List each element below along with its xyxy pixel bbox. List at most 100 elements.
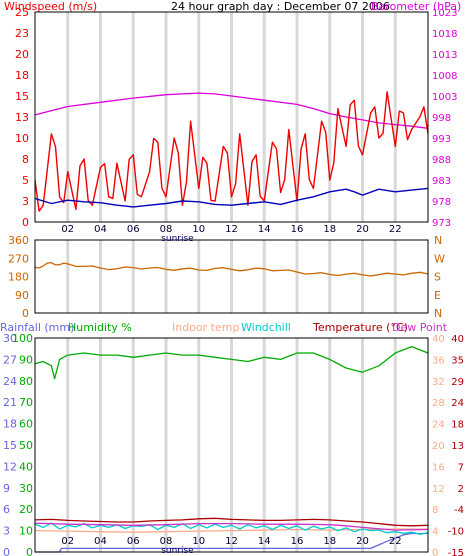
rainfall-line bbox=[35, 532, 428, 553]
rainfall-tick-label: 24 bbox=[3, 375, 17, 388]
x-tick-label: 14 bbox=[258, 224, 271, 235]
grid-band bbox=[164, 12, 168, 222]
rainfall-tick-label: 9 bbox=[3, 482, 10, 495]
temperature-tick-label: 18 bbox=[451, 420, 464, 431]
humidity-line bbox=[34, 345, 429, 380]
wind-tick-label: 23 bbox=[15, 27, 29, 40]
direction-tick-label: 270 bbox=[8, 252, 29, 265]
indoor-temp-tick-label: 24 bbox=[432, 420, 445, 431]
compass-tick-label: W bbox=[434, 252, 445, 265]
barometer-tick-label: 1003 bbox=[432, 92, 457, 103]
wind-tick-label: 8 bbox=[22, 153, 29, 166]
humidity-tick-label: 80 bbox=[19, 375, 33, 388]
indoor-temp-tick-label: 32 bbox=[432, 377, 445, 388]
chart-title: 24 hour graph day : December 07 2006 bbox=[171, 0, 390, 13]
grid-band bbox=[262, 240, 266, 313]
compass-tick-label: S bbox=[434, 271, 441, 284]
indoor-temp-tick-label: 8 bbox=[432, 505, 438, 516]
grid-band bbox=[295, 338, 299, 552]
rainfall-tick-label: 27 bbox=[3, 353, 17, 366]
grid-band bbox=[164, 240, 168, 313]
x-tick-label: 18 bbox=[323, 536, 336, 547]
indoor-temp-tick-label: 20 bbox=[432, 441, 445, 452]
humidity-tick-label: 30 bbox=[19, 482, 33, 495]
barometer-tick-label: 1023 bbox=[432, 8, 457, 19]
grid-band bbox=[393, 338, 397, 552]
grid-band bbox=[295, 240, 299, 313]
grid-band bbox=[197, 12, 201, 222]
x-tick-label: 04 bbox=[94, 536, 107, 547]
indoor-temp-tick-label: 40 bbox=[432, 334, 445, 345]
temperature-tick-label: -10 bbox=[448, 527, 464, 538]
humidity-tick-label: 0 bbox=[26, 546, 33, 556]
wind-tick-label: 18 bbox=[15, 69, 29, 82]
rainfall-tick-label: 18 bbox=[3, 418, 17, 431]
wind-tick-label: 13 bbox=[15, 111, 29, 124]
barometer-tick-label: 1008 bbox=[432, 71, 457, 82]
humidity-tick-label: 90 bbox=[19, 353, 33, 366]
panel-1-border bbox=[34, 11, 429, 223]
barometer-tick-label: 983 bbox=[432, 176, 451, 187]
legend-item-3: Windchill bbox=[241, 321, 291, 334]
grid-band bbox=[197, 240, 201, 313]
grid-band bbox=[361, 12, 364, 222]
barometer-tick-label: 993 bbox=[432, 134, 451, 145]
temperature-tick-label: 40 bbox=[451, 334, 464, 345]
temperature-tick-label: -15 bbox=[448, 548, 464, 556]
rainfall-tick-label: 30 bbox=[3, 332, 17, 345]
wind-tick-label: 20 bbox=[15, 48, 29, 61]
legend-item-0: Rainfall (mm) bbox=[0, 321, 74, 334]
indoor-temp-tick-label: 36 bbox=[432, 355, 445, 366]
x-tick-label: 22 bbox=[389, 536, 402, 547]
wind-tick-label: 15 bbox=[15, 90, 29, 103]
temperature-tick-label: 13 bbox=[451, 441, 464, 452]
grid-band bbox=[262, 12, 266, 222]
direction-tick-label: 180 bbox=[8, 271, 29, 284]
x-tick-label: 08 bbox=[160, 536, 173, 547]
indoor-temp-tick-label: 4 bbox=[432, 527, 438, 538]
rainfall-tick-label: 3 bbox=[3, 525, 10, 538]
barometer-tick-label: 1018 bbox=[432, 29, 457, 40]
x-tick-label: 04 bbox=[94, 224, 107, 235]
panel-3-border bbox=[34, 337, 429, 553]
rainfall-tick-label: 12 bbox=[3, 460, 17, 473]
wind-tick-label: 10 bbox=[15, 132, 29, 145]
humidity-tick-label: 10 bbox=[19, 525, 33, 538]
x-tick-label: 12 bbox=[225, 536, 238, 547]
grid-band bbox=[230, 12, 233, 222]
barometer-tick-label: 998 bbox=[432, 113, 451, 124]
grid-band bbox=[230, 240, 233, 313]
legend-item-1: Humidity % bbox=[68, 321, 132, 334]
dew-point-line bbox=[34, 522, 429, 531]
temperature-tick-label: 7 bbox=[458, 462, 464, 473]
sunrise-label: sunrise bbox=[161, 546, 194, 556]
temperature-tick-label: 35 bbox=[451, 355, 464, 366]
temperature-tick-label: 24 bbox=[451, 398, 464, 409]
humidity-tick-label: 70 bbox=[19, 396, 33, 409]
x-tick-label: 22 bbox=[389, 224, 402, 235]
x-tick-label: 02 bbox=[61, 536, 74, 547]
panel-2-border bbox=[34, 239, 429, 314]
barometer-line bbox=[34, 92, 429, 129]
indoor-temp-tick-label: 28 bbox=[432, 398, 445, 409]
legend-item-2: Indoor temp bbox=[172, 321, 239, 334]
indoor-temp-tick-label: 16 bbox=[432, 462, 445, 473]
x-tick-label: 14 bbox=[258, 536, 271, 547]
temperature-line bbox=[34, 517, 429, 527]
windspeed-axis-title: Windspeed (m/s) bbox=[4, 0, 97, 13]
sunrise-label: sunrise bbox=[161, 234, 194, 244]
barometer-tick-label: 988 bbox=[432, 155, 451, 166]
wind-tick-label: 5 bbox=[22, 174, 29, 187]
wind-tick-label: 0 bbox=[22, 216, 29, 229]
grid-band bbox=[164, 338, 168, 552]
grid-band bbox=[393, 12, 397, 222]
temperature-tick-label: 2 bbox=[458, 484, 464, 495]
grid-band bbox=[361, 338, 364, 552]
grid-band bbox=[393, 240, 397, 313]
grid-band bbox=[99, 338, 102, 552]
legend-item-4: Temperature (°C) bbox=[312, 321, 408, 334]
grid-band bbox=[131, 12, 135, 222]
legend-item-5: Dew Point bbox=[392, 321, 448, 334]
wind-average-line bbox=[34, 187, 429, 208]
